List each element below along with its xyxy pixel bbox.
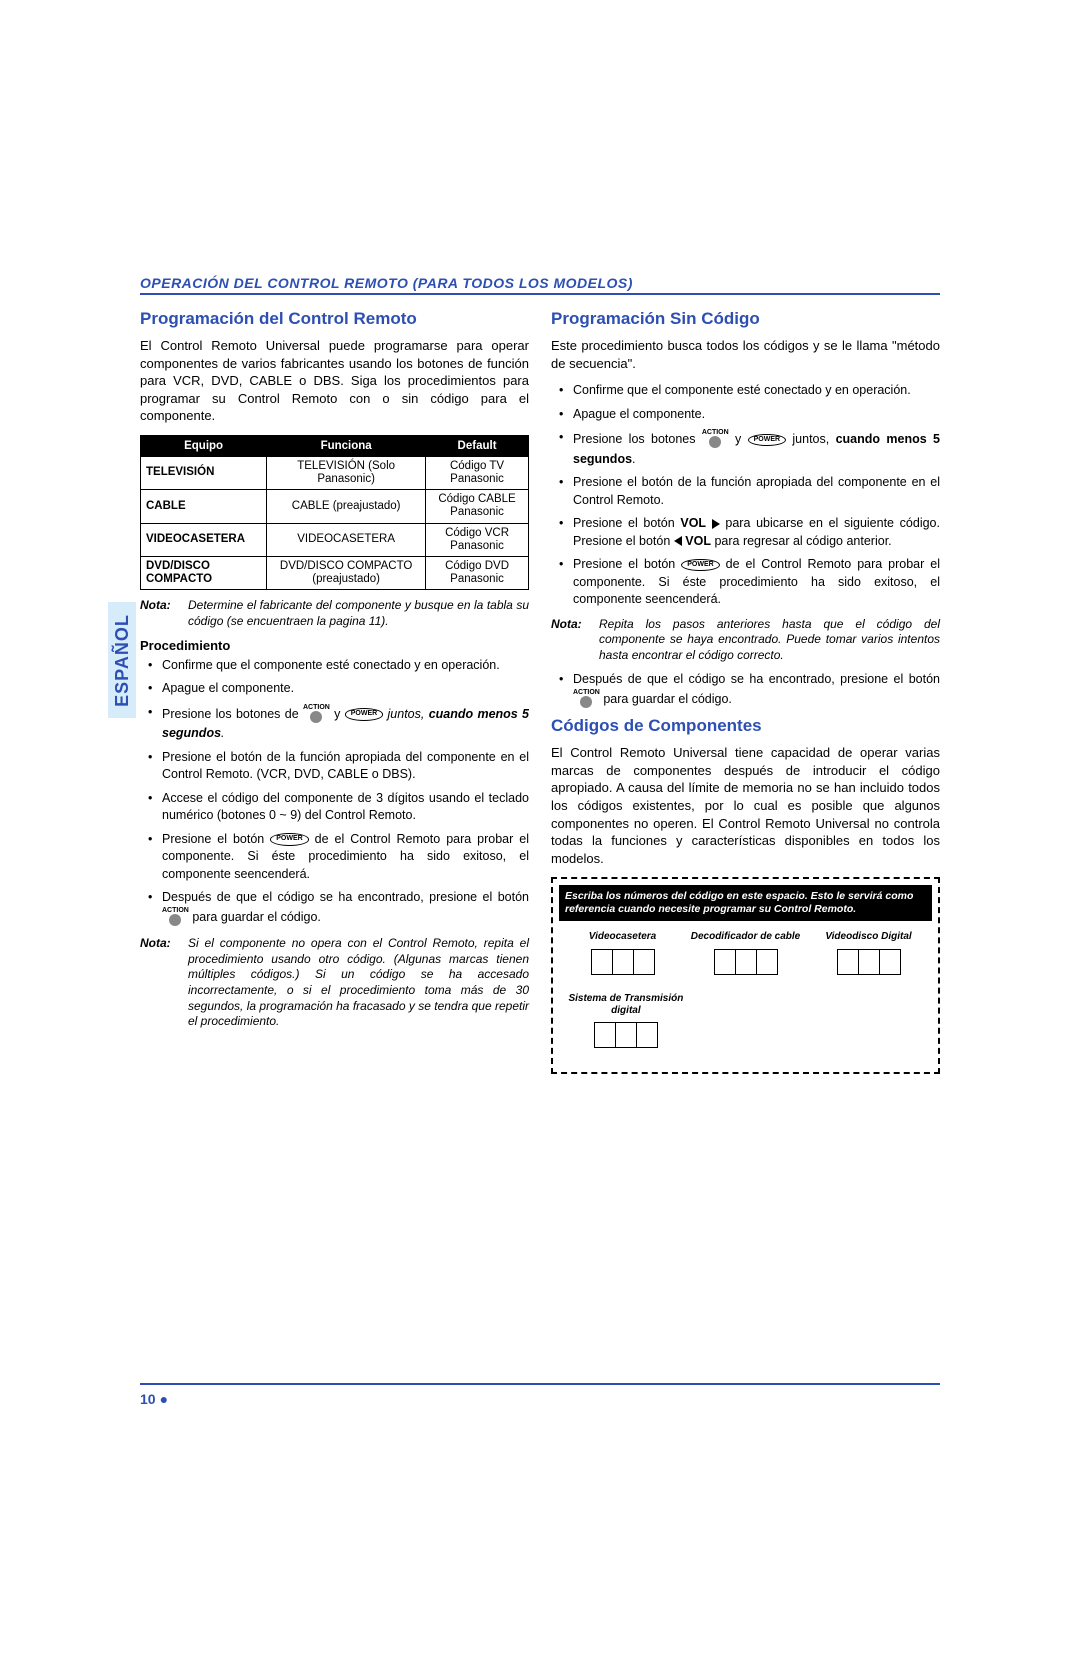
power-icon: POWER (681, 559, 719, 571)
equipment-table: Equipo Funciona Default TELEVISIÓN TELEV… (140, 435, 529, 591)
two-column-layout: Programación del Control Remoto El Contr… (140, 305, 940, 1074)
nota-label: Nota: (551, 617, 599, 664)
header-rule (140, 293, 940, 295)
list-item: Accese el código del componente de 3 díg… (162, 790, 529, 825)
right-procedure-list-2: Después de que el código se ha encontrad… (551, 671, 940, 710)
right-procedure-list: Confirme que el componente esté conectad… (551, 382, 940, 609)
left-intro: El Control Remoto Universal puede progra… (140, 337, 529, 425)
code-cell-cable: Decodificador de cable (690, 931, 801, 979)
footer-rule (140, 1383, 940, 1385)
page-footer: 10● (140, 1383, 940, 1409)
list-item: Confirme que el componente esté conectad… (162, 657, 529, 675)
table-row: TELEVISIÓN TELEVISIÓN (Solo Panasonic) C… (141, 456, 529, 489)
code-cell-dvd: Videodisco Digital (813, 931, 924, 979)
action-icon: ACTION (702, 429, 729, 451)
list-item: Presione los botones de ACTION y POWER j… (162, 704, 529, 743)
table-row: CABLE CABLE (preajustado) Código CABLE P… (141, 490, 529, 523)
power-icon: POWER (270, 833, 308, 845)
language-tab: ESPAÑOL (108, 602, 136, 718)
code-cell-dbs: Sistema de Transmisión digital (567, 993, 685, 1052)
list-item: Apague el componente. (573, 406, 940, 424)
left-column: Programación del Control Remoto El Contr… (140, 305, 529, 1074)
code-row: Videocasetera Decodificador de cable (559, 931, 932, 979)
list-item: Apague el componente. (162, 680, 529, 698)
digit-boxes[interactable] (591, 949, 655, 975)
page-content: OPERACIÓN DEL CONTROL REMOTO (PARA TODOS… (140, 275, 940, 1074)
list-item: Después de que el código se ha encontrad… (162, 889, 529, 928)
th-funciona: Funciona (267, 435, 426, 456)
th-equipo: Equipo (141, 435, 267, 456)
codes-intro: El Control Remoto Universal tiene capaci… (551, 744, 940, 867)
right-intro: Este procedimiento busca todos los códig… (551, 337, 940, 372)
manual-page: ESPAÑOL OPERACIÓN DEL CONTROL REMOTO (PA… (0, 0, 1080, 1669)
list-item: Después de que el código se ha encontrad… (573, 671, 940, 710)
list-item: Presione el botón de la función apropiad… (162, 749, 529, 784)
nota-text: Si el componente no opera con el Control… (188, 936, 529, 1030)
nota-label: Nota: (140, 936, 188, 1030)
action-icon: ACTION (573, 689, 600, 711)
left-nota-2: Nota: Si el componente no opera con el C… (140, 936, 529, 1030)
power-icon: POWER (748, 434, 786, 446)
left-procedure-list: Confirme que el componente esté conectad… (140, 657, 529, 929)
list-item: Presione el botón VOL para ubicarse en e… (573, 515, 940, 550)
table-row: DVD/DISCO COMPACTO DVD/DISCO COMPACTO (p… (141, 557, 529, 590)
section-header: OPERACIÓN DEL CONTROL REMOTO (PARA TODOS… (140, 275, 940, 291)
code-entry-box: Escriba los números del código en este e… (551, 877, 940, 1074)
code-box-header: Escriba los números del código en este e… (559, 885, 932, 921)
action-icon: ACTION (162, 907, 189, 929)
page-number: 10● (140, 1391, 168, 1407)
list-item: Confirme que el componente esté conectad… (573, 382, 940, 400)
digit-boxes[interactable] (594, 1022, 658, 1048)
left-arrow-icon (674, 536, 682, 546)
right-nota: Nota: Repita los pasos anteriores hasta … (551, 617, 940, 664)
nota-label: Nota: (140, 598, 188, 629)
digit-boxes[interactable] (837, 949, 901, 975)
list-item: Presione los botones ACTION y POWER junt… (573, 429, 940, 468)
right-column: Programación Sin Código Este procedimien… (551, 305, 940, 1074)
code-row: Sistema de Transmisión digital (559, 993, 932, 1052)
power-icon: POWER (345, 708, 383, 720)
right-heading-2: Códigos de Componentes (551, 716, 940, 736)
list-item: Presione el botón POWER de el Control Re… (162, 831, 529, 884)
list-item: Presione el botón POWER de el Control Re… (573, 556, 940, 609)
right-arrow-icon (712, 519, 720, 529)
nota-text: Repita los pasos anteriores hasta que el… (599, 617, 940, 664)
code-cell-vcr: Videocasetera (567, 931, 678, 979)
left-nota-1: Nota: Determine el fabricante del compon… (140, 598, 529, 629)
th-default: Default (426, 435, 529, 456)
right-heading-1: Programación Sin Código (551, 309, 940, 329)
digit-boxes[interactable] (714, 949, 778, 975)
left-heading: Programación del Control Remoto (140, 309, 529, 329)
list-item: Presione el botón de la función apropiad… (573, 474, 940, 509)
language-tab-label: ESPAÑOL (112, 614, 133, 707)
nota-text: Determine el fabricante del componente y… (188, 598, 529, 629)
proc-heading: Procedimiento (140, 638, 529, 653)
action-icon: ACTION (303, 704, 330, 726)
table-row: VIDEOCASETERA VIDEOCASETERA Código VCR P… (141, 523, 529, 556)
